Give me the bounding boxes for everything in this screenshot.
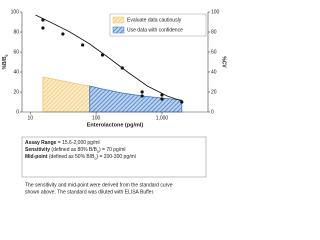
data-point <box>81 43 85 47</box>
y2-tick-label: 60 <box>211 49 217 55</box>
data-point <box>61 32 65 36</box>
x-tick-label: 100 <box>92 115 101 121</box>
chart: 0 20 40 60 80 100 0 20 40 60 80 100 10 100 1,000 Entero… <box>2 9 227 195</box>
y2-tick-label: 0 <box>211 109 214 115</box>
cv-area <box>42 76 91 113</box>
summary-text: (defined as 50% B/B <box>49 154 95 160</box>
summary-sub: 0 <box>97 150 99 154</box>
summary-label: Assay Range <box>25 140 57 146</box>
data-point <box>140 90 144 94</box>
y2-tick-label: 20 <box>211 89 217 95</box>
data-point <box>160 93 164 97</box>
fit-curve <box>35 14 182 102</box>
y-axis-label-main: %B/B <box>2 56 8 69</box>
data-point <box>120 66 124 70</box>
cv-area <box>89 85 183 113</box>
legend-label: Use data with confidence <box>127 28 183 34</box>
data-point <box>41 26 45 30</box>
data-point <box>100 53 105 57</box>
summary-line: Sensitivity (defined as 80% B/B0) = 70 p… <box>25 147 126 154</box>
y-tick-label: 0 <box>16 109 19 115</box>
data-point <box>41 18 45 22</box>
page: {"chart_data": { "type": "standard-curve… <box>2 9 227 196</box>
y-tick-label: 60 <box>13 49 19 55</box>
y2-tick-label: 80 <box>211 29 217 35</box>
summary-label: Mid-point <box>25 154 48 160</box>
y2-axis-label: %CV <box>221 56 227 68</box>
legend-swatch <box>112 26 125 34</box>
summary-text: ) = 200-300 pg/ml <box>96 154 135 160</box>
x-tick-label: 1,000 <box>156 115 169 121</box>
y-tick-label: 80 <box>13 29 19 35</box>
y-axis-label-sub: 0 <box>5 54 9 56</box>
data-point <box>160 97 164 101</box>
legend-label: Evaluate data cautiously <box>127 18 182 24</box>
x-tick-label: 10 <box>27 115 33 121</box>
data-point <box>140 94 144 98</box>
summary-label: Sensitivity <box>25 147 50 153</box>
y-tick-label: 100 <box>11 9 20 15</box>
y-tick-label: 40 <box>13 69 19 75</box>
summary-note: The sensitivity and mid-point were deriv… <box>25 182 173 188</box>
summary-text: = 15.6-2,000 pg/ml <box>58 140 100 146</box>
legend-swatch <box>112 16 125 24</box>
x-axis-label: Enterolactone (pg/ml) <box>87 122 144 128</box>
summary-line: Mid-point (defined as 50% B/B0) = 200-30… <box>25 154 136 161</box>
summary-box <box>21 136 207 178</box>
legend-box <box>109 13 207 37</box>
y-tick-label: 20 <box>13 89 19 95</box>
summary-text: ) = 70 pg/ml <box>99 147 126 153</box>
y-axis-label: %B/B0 <box>2 54 9 69</box>
y2-tick-label: 40 <box>211 69 217 75</box>
y2-tick-label: 100 <box>211 9 220 15</box>
summary-note: shown above. The standard was diluted wi… <box>25 189 154 195</box>
summary-text: (defined as 80% B/B <box>51 147 97 153</box>
summary-line: Assay Range = 15.6-2,000 pg/ml <box>25 140 100 146</box>
data-point <box>180 100 184 104</box>
summary-sub: 0 <box>94 157 96 161</box>
